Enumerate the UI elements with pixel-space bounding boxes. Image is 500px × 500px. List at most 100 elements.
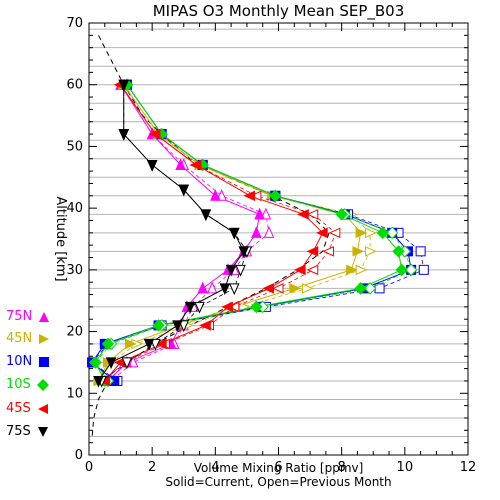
y-tick-label: 30 xyxy=(66,263,83,278)
data-point-previous-75s xyxy=(150,338,161,351)
legend-label-10s: 10S xyxy=(6,377,31,392)
data-point-current-75s xyxy=(178,184,190,197)
x-tick-label: 6 xyxy=(274,460,282,475)
data-point-current-75s xyxy=(238,246,250,259)
data-point-previous-75n xyxy=(263,226,275,238)
data-point-current-75s xyxy=(225,264,237,277)
data-point-current-10s xyxy=(89,356,102,369)
data-point-current-45s xyxy=(154,338,167,350)
series-line-current-10s xyxy=(94,84,403,382)
legend-marker-75n xyxy=(39,311,50,322)
data-point-current-75s xyxy=(118,79,130,92)
data-point-previous-75n xyxy=(127,355,139,368)
data-point-current-45s xyxy=(199,320,211,331)
data-point-current-75n xyxy=(210,189,221,201)
data-point-previous-45s xyxy=(271,283,284,294)
data-point-current-75n xyxy=(197,281,208,294)
data-point-previous-45s xyxy=(227,301,240,313)
data-point-previous-10s xyxy=(385,226,399,240)
series-line-previous-45s xyxy=(104,84,336,382)
data-point-current-45n xyxy=(355,227,368,239)
data-point-previous-45n xyxy=(301,283,314,294)
data-point-current-45s xyxy=(315,227,328,239)
data-point-current-45s xyxy=(243,190,256,202)
data-point-current-10s xyxy=(354,282,367,295)
legend-item-10n: 10N xyxy=(6,354,50,369)
data-point-current-45n xyxy=(289,283,302,294)
y-tick-label: 70 xyxy=(66,16,83,31)
x-tick-label: 0 xyxy=(85,460,93,475)
data-point-current-75s xyxy=(200,209,212,222)
legend-marker-45s xyxy=(37,403,48,414)
series-line-current-45n xyxy=(98,84,362,382)
data-point-previous-10s xyxy=(363,282,377,295)
legend-item-75s: 75S xyxy=(6,424,49,439)
data-point-current-75s xyxy=(172,320,183,333)
legend-marker-10n xyxy=(39,356,50,367)
data-point-previous-75n xyxy=(216,189,227,201)
data-point-previous-45s xyxy=(322,246,335,257)
y-tick-label: 60 xyxy=(66,78,83,93)
data-point-current-75s xyxy=(143,338,155,351)
x-tick-label: 10 xyxy=(397,460,414,475)
legend-item-10s: 10S xyxy=(6,377,49,392)
series-line-previous-10n xyxy=(91,84,425,382)
data-point-previous-10s xyxy=(404,263,418,277)
data-point-current-45s xyxy=(293,264,306,276)
data-point-previous-75s xyxy=(194,301,205,314)
data-point-previous-75s xyxy=(121,357,133,370)
legend-label-75n: 75N xyxy=(6,309,33,324)
y-axis-label: Altitude [km] xyxy=(53,196,68,281)
data-point-current-45s xyxy=(306,246,319,257)
data-point-previous-45n xyxy=(365,246,377,257)
data-point-previous-75n xyxy=(206,281,218,294)
data-point-previous-75s xyxy=(235,264,246,277)
y-tick-label: 0 xyxy=(75,448,83,463)
legend-marker-45n xyxy=(39,333,50,344)
legend-item-75n: 75N xyxy=(6,309,50,324)
legend-label-75s: 75S xyxy=(6,424,31,439)
data-point-previous-45s xyxy=(328,227,341,239)
x-tick-label: 2 xyxy=(148,460,156,475)
legend-item-45s: 45S xyxy=(6,401,49,416)
legend-label-45s: 45S xyxy=(6,401,31,416)
data-point-current-75n xyxy=(251,226,262,238)
data-point-current-75s xyxy=(146,159,158,172)
data-point-current-10s xyxy=(269,189,282,203)
data-point-current-45n xyxy=(346,264,358,276)
y-tick-label: 10 xyxy=(66,386,83,401)
data-point-current-10s xyxy=(392,245,405,258)
series-line-previous-10s xyxy=(94,84,412,382)
data-point-current-45n xyxy=(125,338,137,350)
data-point-current-10s xyxy=(250,300,263,314)
data-point-current-10s xyxy=(395,263,408,277)
data-point-current-75s xyxy=(93,375,104,388)
data-point-previous-45s xyxy=(306,264,319,276)
data-point-previous-10n xyxy=(418,264,429,275)
data-point-current-75s xyxy=(229,227,240,240)
data-point-current-75n xyxy=(175,158,186,170)
data-point-previous-75n xyxy=(260,207,272,220)
data-point-current-10s xyxy=(152,319,165,332)
data-point-previous-45s xyxy=(249,190,262,202)
data-point-current-75s xyxy=(105,357,117,370)
data-point-current-75s xyxy=(184,301,196,314)
data-point-current-75n xyxy=(254,207,265,220)
data-point-current-45s xyxy=(297,209,309,220)
data-point-previous-75s xyxy=(178,320,190,333)
legend-label-10n: 10N xyxy=(6,354,33,369)
data-point-current-10s xyxy=(335,208,348,221)
legend-item-45n: 45N xyxy=(6,331,50,346)
data-point-previous-10n xyxy=(415,246,426,257)
data-point-current-45s xyxy=(221,301,233,313)
data-point-previous-75s xyxy=(229,283,240,296)
data-point-current-45n xyxy=(352,246,365,257)
data-point-previous-45s xyxy=(306,209,319,220)
x-axis-label: Volume Mixing Ratio [ppmv] xyxy=(194,461,364,475)
y-tick-label: 40 xyxy=(66,201,83,216)
data-point-current-10s xyxy=(101,337,115,351)
plot-frame xyxy=(88,22,469,456)
x-tick-label: 8 xyxy=(338,460,346,475)
data-point-current-45s xyxy=(148,128,161,140)
